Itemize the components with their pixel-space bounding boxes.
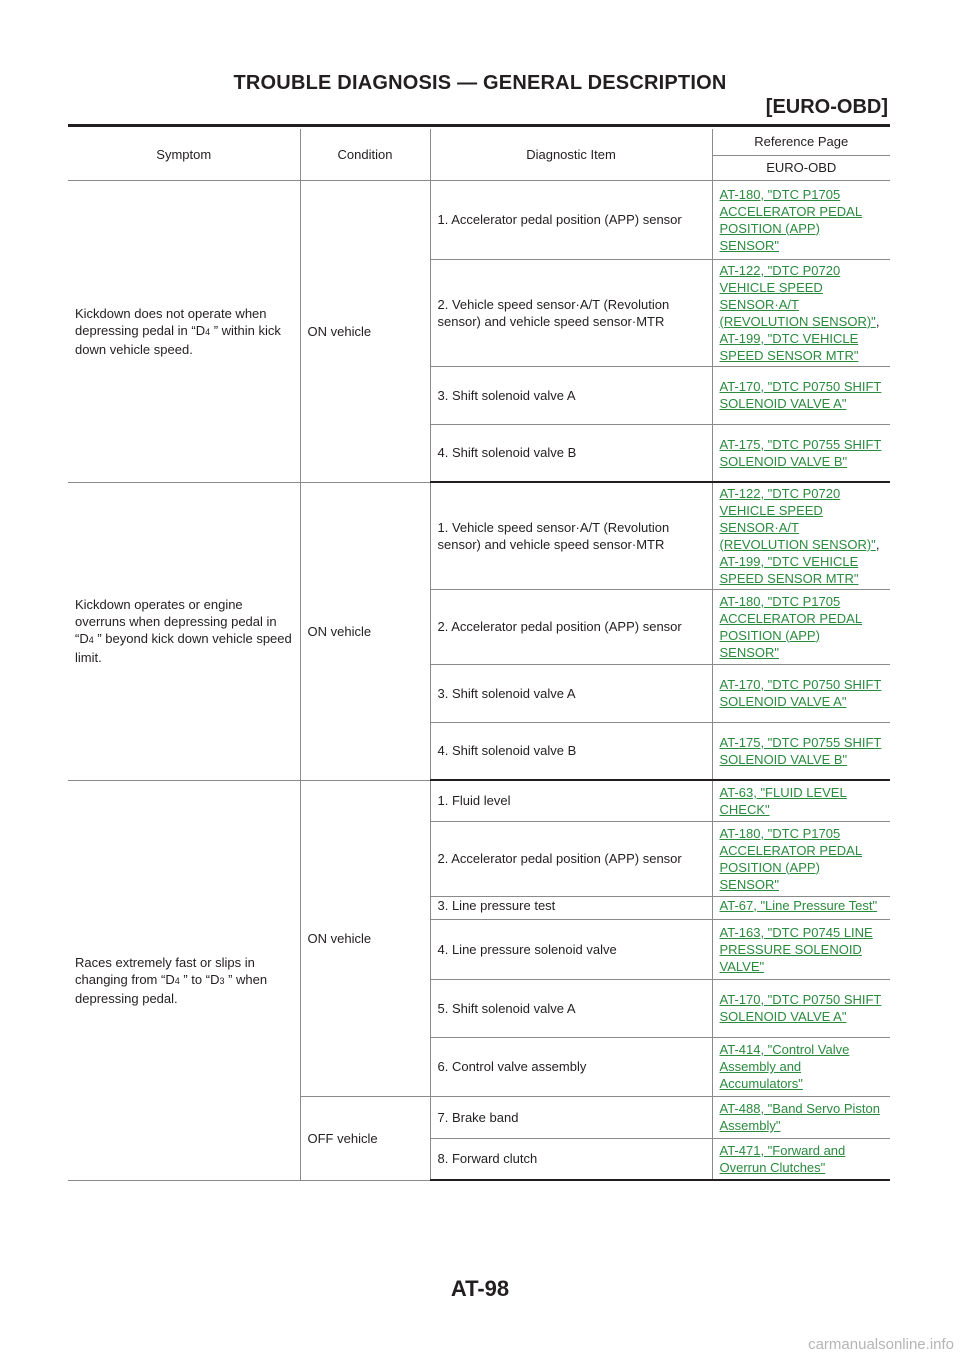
table-row: Kickdown does not operate when depressin… [68,179,890,483]
table-header: Symptom Condition Diagnostic Item Refere… [68,129,890,181]
header-rule [68,124,890,127]
diagnostic-item-cell: 2. Accelerator pedal position (APP) sens… [430,820,713,897]
reference-cell: AT-67, "Line Pressure Test" [711,895,890,920]
reference-link[interactable]: AT-180, "DTC P1705 ACCELERATOR PEDAL POS… [719,593,863,660]
reference-link[interactable]: AT-180, "DTC P1705 ACCELERATOR PEDAL POS… [719,186,863,253]
reference-link[interactable]: AT-488, "Band Servo Piston Assembly" [719,1101,880,1133]
table-row: 8. Forward clutch AT-471, "Forward and O… [68,1137,890,1181]
reference-cell: AT-180, "DTC P1705 ACCELERATOR PEDAL POS… [711,179,890,260]
table-body: Kickdown does not operate when depressin… [68,179,890,1181]
column-header-diagnostic-item: Diagnostic Item [429,129,713,181]
page-number: AT-98 [450,1276,510,1301]
watermark: carmanualsonline.info [808,1336,954,1353]
reference-link[interactable]: AT-180, "DTC P1705 ACCELERATOR PEDAL POS… [719,825,863,892]
reference-link[interactable]: AT-170, "DTC P0750 SHIFT SOLENOID VALVE … [719,379,882,411]
reference-cell: AT-170, "DTC P0750 SHIFT SOLENOID VALVE … [711,663,890,723]
condition-cell: ON vehicle [299,481,431,781]
reference-cell: AT-170, "DTC P0750 SHIFT SOLENOID VALVE … [711,978,890,1038]
table-row: 3. Shift solenoid valve A AT-170, "DTC P… [68,365,890,425]
reference-cell: AT-170, "DTC P0750 SHIFT SOLENOID VALVE … [711,365,890,425]
symptom-cell: Kickdown operates or engine overruns whe… [68,481,301,781]
table-row: Races extremely fast or slips in changin… [68,779,890,1181]
column-header-euro-obd: EURO-OBD [712,155,890,181]
diagnostic-item-cell: 3. Line pressure test [430,895,713,920]
diagnostic-item-cell: 1. Vehicle speed sensor·A/T (Revolution … [429,481,713,590]
diagnostic-item-cell: 2. Accelerator pedal position (APP) sens… [430,588,713,665]
diagnostic-item-cell: 3. Shift solenoid valve A [430,663,713,723]
table-row: 2. Vehicle speed sensor·A/T (Revolution … [68,258,890,367]
reference-cell: AT-180, "DTC P1705 ACCELERATOR PEDAL POS… [711,588,890,665]
reference-link[interactable]: AT-170, "DTC P0750 SHIFT SOLENOID VALVE … [719,992,882,1024]
diagnostic-item-cell: 8. Forward clutch [430,1137,713,1181]
symptom-cell: Kickdown does not operate when depressin… [68,179,301,483]
condition-cell: OFF vehicle [300,1095,431,1181]
reference-link[interactable]: AT-122, "DTC P0720 VEHICLE SPEED SENSOR·… [719,262,876,329]
condition-cell: ON vehicle [299,179,431,483]
diagnosis-table: Symptom Condition Diagnostic Item Refere… [68,129,890,1181]
reference-link[interactable]: AT-67, "Line Pressure Test" [719,897,878,913]
table-row: 2. Accelerator pedal position (APP) sens… [68,820,890,897]
table-row: 3. Line pressure test AT-67, "Line Press… [68,895,890,920]
reference-cell: AT-163, "DTC P0745 LINE PRESSURE SOLENOI… [711,918,890,980]
diagnostic-item-cell: 6. Control valve assembly [430,1036,713,1097]
table-row: 4. Line pressure solenoid valve AT-163, … [68,918,890,980]
table-row: Kickdown operates or engine overruns whe… [68,481,890,781]
reference-link[interactable]: AT-175, "DTC P0755 SHIFT SOLENOID VALVE … [719,436,882,469]
diagnostic-item-cell: 1. Accelerator pedal position (APP) sens… [429,179,713,260]
reference-link[interactable]: AT-175, "DTC P0755 SHIFT SOLENOID VALVE … [719,734,882,767]
reference-link[interactable]: AT-199, "DTC VEHICLE SPEED SENSOR MTR" [719,553,859,586]
column-header-reference-page: Reference Page [711,129,890,156]
diagnostic-item-cell: 3. Shift solenoid valve A [430,365,713,425]
table-row: 2. Accelerator pedal position (APP) sens… [68,588,890,665]
reference-cell: AT-414, "Control Valve Assembly and Accu… [711,1036,890,1097]
section-tag: [EURO-OBD] [765,96,888,118]
table-row: 4. Shift solenoid valve B AT-175, "DTC P… [68,721,890,781]
diagnostic-item-cell: 4. Shift solenoid valve B [430,423,713,483]
reference-link[interactable]: AT-170, "DTC P0750 SHIFT SOLENOID VALVE … [719,677,882,709]
column-header-symptom: Symptom [68,129,301,181]
diagnostic-item-cell: 2. Vehicle speed sensor·A/T (Revolution … [430,258,713,367]
reference-link[interactable]: AT-63, "FLUID LEVEL CHECK" [719,784,847,817]
condition-cell: ON vehicle [299,779,431,1097]
reference-cell: AT-180, "DTC P1705 ACCELERATOR PEDAL POS… [711,820,890,897]
table-row: 4. Shift solenoid valve B AT-175, "DTC P… [68,423,890,483]
reference-cell: AT-471, "Forward and Overrun Clutches" [711,1137,890,1181]
reference-cell: AT-122, "DTC P0720 VEHICLE SPEED SENSOR·… [711,481,890,590]
reference-link[interactable]: AT-163, "DTC P0745 LINE PRESSURE SOLENOI… [719,924,873,974]
reference-cell: AT-63, "FLUID LEVEL CHECK" [711,779,890,822]
page-title: TROUBLE DIAGNOSIS — GENERAL DESCRIPTION [233,72,727,94]
reference-cell: AT-122, "DTC P0720 VEHICLE SPEED SENSOR·… [711,258,890,367]
diagnostic-item-cell: 4. Line pressure solenoid valve [430,918,713,980]
reference-link[interactable]: AT-199, "DTC VEHICLE SPEED SENSOR MTR" [719,330,859,363]
reference-cell: AT-175, "DTC P0755 SHIFT SOLENOID VALVE … [711,721,890,781]
reference-link[interactable]: AT-414, "Control Valve Assembly and Accu… [719,1042,850,1091]
symptom-cell: Races extremely fast or slips in changin… [68,779,301,1181]
reference-cell: AT-488, "Band Servo Piston Assembly" [711,1095,890,1139]
table-row: OFF vehicle 7. Brake band AT-488, "Band … [68,1095,890,1181]
reference-cell: AT-175, "DTC P0755 SHIFT SOLENOID VALVE … [711,423,890,483]
diagnostic-item-cell: 1. Fluid level [429,779,713,822]
table-row: 6. Control valve assembly AT-414, "Contr… [68,1036,890,1097]
diagnostic-item-cell: 7. Brake band [429,1095,713,1139]
diagnostic-item-cell: 5. Shift solenoid valve A [430,978,713,1038]
reference-link[interactable]: AT-122, "DTC P0720 VEHICLE SPEED SENSOR·… [719,485,876,552]
diagnostic-item-cell: 4. Shift solenoid valve B [430,721,713,781]
column-header-condition: Condition [299,129,431,181]
reference-link[interactable]: AT-471, "Forward and Overrun Clutches" [719,1142,846,1175]
